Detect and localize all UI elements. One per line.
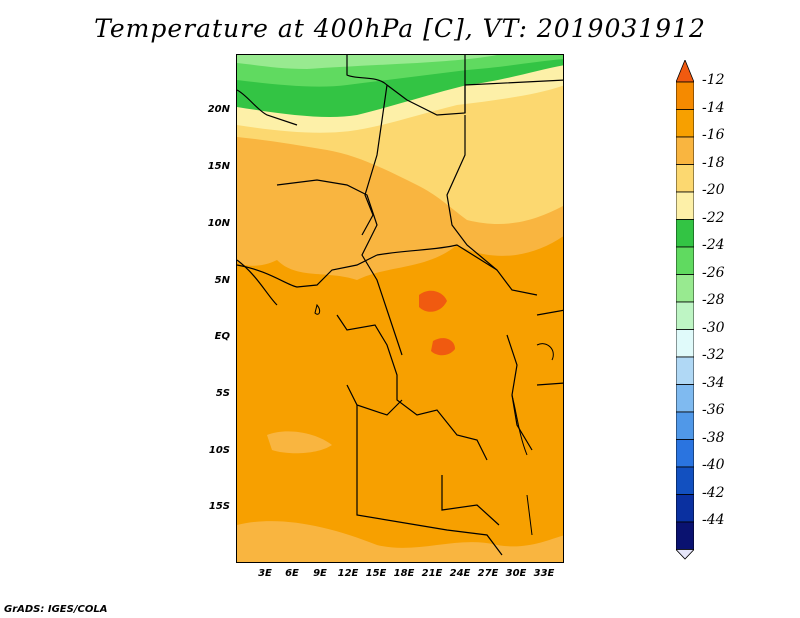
colorbar bbox=[676, 60, 694, 560]
colorbar-label: -40 bbox=[702, 457, 725, 473]
lon-tick-label: 3E bbox=[258, 568, 272, 579]
colorbar-swatch bbox=[676, 439, 694, 468]
colorbar-swatch bbox=[676, 219, 694, 248]
colorbar-swatch bbox=[676, 81, 694, 110]
colorbar-label: -18 bbox=[702, 154, 725, 171]
core-12-14-a bbox=[419, 290, 447, 312]
colorbar-swatch bbox=[676, 411, 694, 440]
lon-tick-label: 33E bbox=[533, 568, 555, 579]
colorbar-swatch bbox=[676, 109, 694, 138]
colorbar-label: -30 bbox=[702, 319, 725, 336]
lon-tick-label: 9E bbox=[313, 568, 327, 579]
colorbar-swatch bbox=[676, 466, 694, 495]
lat-tick-label: 20N bbox=[207, 104, 230, 115]
lat-tick-label: 10N bbox=[207, 218, 230, 229]
lake-outlines bbox=[314, 303, 554, 536]
lon-tick-label: 12E bbox=[337, 568, 359, 579]
colorbar-swatch bbox=[676, 384, 694, 413]
lat-tick-label: 15N bbox=[207, 161, 230, 172]
colorbar-swatch bbox=[676, 246, 694, 275]
colorbar-label: -22 bbox=[702, 209, 725, 226]
credit-text: GrADS: IGES/COLA bbox=[4, 604, 108, 615]
colorbar-label: -12 bbox=[702, 72, 725, 88]
colorbar-swatch bbox=[676, 274, 694, 303]
lon-tick-label: 21E bbox=[421, 568, 443, 579]
patch-16-18-west bbox=[267, 431, 332, 454]
colorbar-swatch bbox=[676, 301, 694, 330]
colorbar-bottom-arrow bbox=[676, 549, 694, 560]
colorbar-label: -24 bbox=[702, 237, 725, 253]
colorbar-swatch bbox=[676, 521, 694, 550]
lon-tick-label: 27E bbox=[477, 568, 499, 579]
country-borders bbox=[237, 55, 563, 556]
lon-tick-label: 24E bbox=[449, 568, 471, 579]
lat-tick-label: 15S bbox=[208, 501, 230, 512]
colorbar-label: -20 bbox=[702, 182, 725, 198]
lat-tick-label: 5S bbox=[215, 388, 230, 399]
colorbar-swatch bbox=[676, 164, 694, 193]
colorbar-label: -26 bbox=[702, 264, 725, 281]
colorbar-swatch bbox=[676, 329, 694, 358]
colorbar-label: -14 bbox=[702, 99, 725, 116]
colorbar-swatch bbox=[676, 136, 694, 165]
colorbar-label: -44 bbox=[702, 512, 725, 528]
lat-tick-label: 10S bbox=[208, 445, 230, 456]
lon-tick-label: 6E bbox=[285, 568, 299, 579]
map-panel bbox=[236, 54, 564, 563]
colorbar-label: -38 bbox=[702, 429, 725, 446]
colorbar-swatch bbox=[676, 494, 694, 523]
lat-tick-label: 5N bbox=[214, 275, 230, 286]
colorbar-swatch bbox=[676, 191, 694, 220]
colorbar-label: -42 bbox=[702, 484, 725, 501]
lon-tick-label: 18E bbox=[393, 568, 415, 579]
temperature-field bbox=[237, 55, 563, 562]
band-16-18-south bbox=[237, 521, 563, 562]
lat-tick-label: EQ bbox=[214, 331, 230, 342]
colorbar-label: -34 bbox=[702, 374, 725, 391]
band-26-28 bbox=[237, 55, 497, 69]
core-12-14-b bbox=[431, 338, 455, 356]
colorbar-label: -16 bbox=[702, 127, 725, 143]
colorbar-swatch bbox=[676, 356, 694, 385]
map-title: Temperature at 400hPa [C], VT: 201903191… bbox=[94, 14, 706, 43]
colorbar-top-arrow bbox=[676, 60, 694, 83]
colorbar-label: -28 bbox=[702, 292, 725, 308]
lon-tick-label: 30E bbox=[505, 568, 527, 579]
colorbar-label: -32 bbox=[702, 347, 725, 363]
lon-tick-label: 15E bbox=[365, 568, 387, 579]
colorbar-label: -36 bbox=[702, 402, 725, 418]
